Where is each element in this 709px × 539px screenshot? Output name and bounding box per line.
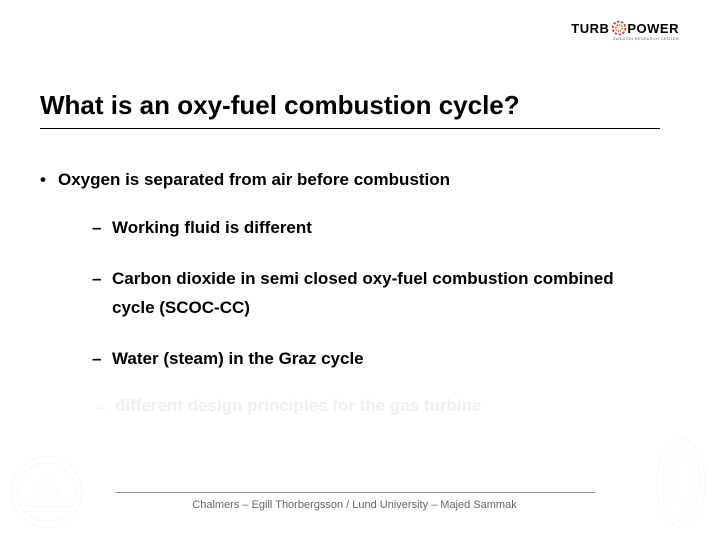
bullet-main: Oxygen is separated from air before comb… bbox=[40, 170, 660, 190]
slide-title: What is an oxy-fuel combustion cycle? bbox=[40, 90, 520, 121]
footer-rule bbox=[115, 492, 595, 493]
slide-content: Oxygen is separated from air before comb… bbox=[40, 170, 660, 416]
arrow-right-icon: → bbox=[92, 396, 109, 416]
watermark-seal-left bbox=[8, 453, 86, 531]
logo-subtitle: SWEDISH RESEARCH CENTER bbox=[613, 36, 679, 41]
bullet-sub-2: Carbon dioxide in semi closed oxy-fuel c… bbox=[40, 265, 660, 323]
footer-attribution: Chalmers – Egill Thorbergsson / Lund Uni… bbox=[0, 499, 709, 511]
arrow-conclusion: → different design principles for the gas… bbox=[40, 396, 660, 416]
watermark-seal-right bbox=[654, 436, 709, 531]
arrow-text: different design principles for the gas … bbox=[115, 396, 482, 415]
bullet-sub-1: Working fluid is different bbox=[40, 214, 660, 243]
logo-text-power: POWER bbox=[627, 21, 679, 36]
swirl-icon bbox=[611, 20, 627, 36]
bullet-sub-3: Water (steam) in the Graz cycle bbox=[40, 345, 660, 374]
logo-text-turbo: TURB bbox=[571, 21, 609, 36]
title-underline bbox=[40, 128, 660, 129]
brand-logo: TURB POWER bbox=[571, 20, 679, 36]
